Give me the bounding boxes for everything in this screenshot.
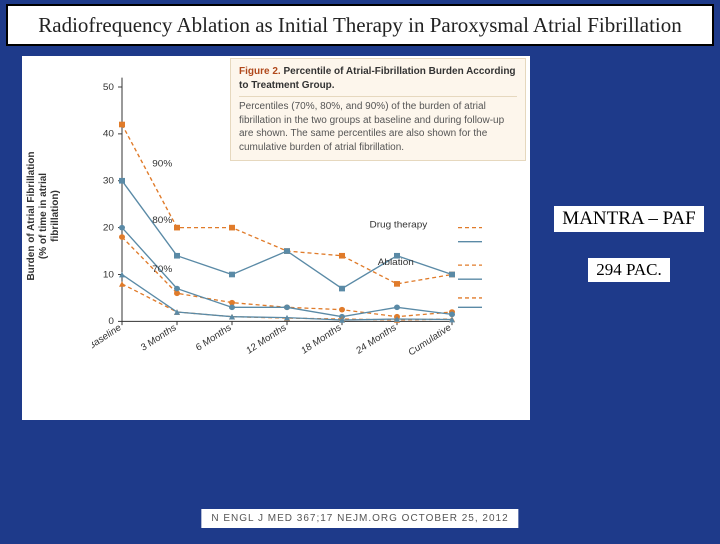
figure-body: Percentiles (70%, 80%, and 90%) of the b… xyxy=(239,101,504,153)
svg-text:70%: 70% xyxy=(152,265,172,276)
title-box: Radiofrequency Ablation as Initial Thera… xyxy=(6,4,714,46)
side-labels: MANTRA – PAF 294 PAC. xyxy=(544,206,714,282)
y-axis-label: Burden of Atrial Fibrillation (% of time… xyxy=(26,146,62,286)
citation-box: N ENGL J MED 367;17 NEJM.ORG OCTOBER 25,… xyxy=(201,509,518,528)
figure-title: Percentile of Atrial-Fibrillation Burden… xyxy=(239,66,516,91)
svg-text:80%: 80% xyxy=(152,215,172,226)
figure-label: Figure 2. xyxy=(239,66,281,77)
svg-text:3 Months: 3 Months xyxy=(139,323,179,354)
svg-text:20: 20 xyxy=(103,223,115,234)
svg-text:24 Months: 24 Months xyxy=(353,323,399,357)
svg-text:30: 30 xyxy=(103,176,115,187)
svg-text:10: 10 xyxy=(103,270,115,281)
svg-text:6 Months: 6 Months xyxy=(194,323,234,354)
svg-text:40: 40 xyxy=(103,129,115,140)
svg-text:90%: 90% xyxy=(152,159,172,170)
citation-text: N ENGL J MED 367;17 NEJM.ORG OCTOBER 25,… xyxy=(211,513,508,524)
svg-text:12 Months: 12 Months xyxy=(244,323,289,357)
study-name-label: MANTRA – PAF xyxy=(554,206,703,232)
patient-count-label: 294 PAC. xyxy=(588,258,670,282)
svg-text:50: 50 xyxy=(103,82,115,93)
svg-text:Cumulative: Cumulative xyxy=(406,322,454,358)
svg-text:Ablation: Ablation xyxy=(378,258,414,269)
page-title: Radiofrequency Ablation as Initial Thera… xyxy=(18,12,702,38)
svg-text:18 Months: 18 Months xyxy=(299,323,344,357)
chart-container: Figure 2. Percentile of Atrial-Fibrillat… xyxy=(22,56,530,420)
svg-text:Drug therapy: Drug therapy xyxy=(369,220,427,231)
figure-caption-box: Figure 2. Percentile of Atrial-Fibrillat… xyxy=(230,58,526,161)
